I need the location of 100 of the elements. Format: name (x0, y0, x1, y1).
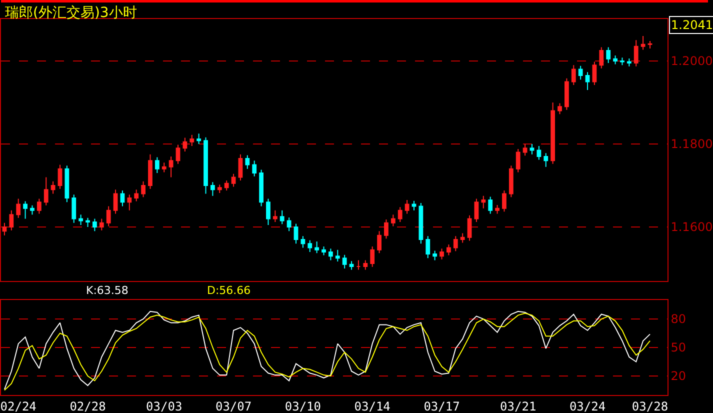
candlestick (370, 246, 375, 268)
x-tick-label: 02/24 (0, 399, 36, 413)
candlestick (2, 222, 7, 236)
candlestick (432, 250, 438, 261)
candlestick (92, 218, 97, 232)
candlestick (50, 180, 56, 194)
candlestick (99, 218, 104, 231)
candlestick (224, 180, 229, 191)
candlestick (204, 136, 208, 194)
candlestick (231, 173, 236, 188)
candlestick (238, 154, 243, 182)
candlestick (78, 214, 84, 226)
candlestick (259, 169, 264, 207)
candlestick (16, 198, 21, 218)
candlestick (252, 160, 257, 177)
candlestick (599, 46, 604, 69)
candlestick (426, 236, 430, 259)
candlestick (176, 144, 180, 164)
candlestick (516, 148, 520, 173)
candlestick (626, 58, 632, 67)
candlestick (508, 165, 514, 198)
x-tick-label: 03/14 (354, 399, 390, 413)
candlestick (634, 40, 638, 67)
y-tick-label: 1.1800 (670, 137, 713, 152)
candlestick (544, 152, 548, 168)
candlestick (36, 198, 42, 214)
candlestick (502, 190, 506, 212)
candlestick (377, 230, 382, 254)
candlestick (127, 194, 132, 211)
candlestick (9, 210, 14, 231)
candlestick (308, 240, 312, 252)
candlestick (294, 223, 298, 244)
candlestick (182, 137, 188, 152)
candlestick (314, 241, 320, 254)
candlestick (648, 40, 652, 49)
candlestick (412, 200, 416, 211)
candlestick (168, 156, 174, 178)
candlestick (481, 195, 486, 209)
candlestick (300, 236, 306, 248)
candlestick (550, 102, 556, 164)
candlestick (44, 176, 48, 206)
y-tick-label: 50 (670, 340, 686, 355)
candlestick (564, 78, 569, 110)
y-tick-label: 1.1600 (670, 220, 713, 234)
candlestick (384, 219, 388, 240)
candlestick (162, 162, 166, 173)
candlestick (141, 180, 146, 198)
candlestick (280, 210, 284, 225)
y-tick-label: 1.2000 (670, 54, 713, 68)
candlestick (495, 204, 500, 214)
candlestick (245, 154, 250, 170)
candlestick (134, 189, 139, 202)
candlestick (620, 57, 624, 66)
candlestick (398, 206, 402, 223)
candlestick (440, 248, 444, 260)
candlestick (418, 202, 424, 244)
candlestick (536, 146, 542, 160)
y-tick-label: 80 (670, 312, 686, 326)
x-tick-label: 02/28 (70, 399, 106, 413)
candlestick (120, 190, 125, 207)
candlestick (266, 198, 270, 226)
x-tick-label: 03/03 (146, 399, 182, 413)
text: K:63.58 (86, 284, 128, 297)
candlestick (154, 156, 160, 174)
candlestick (196, 133, 202, 144)
candlestick (453, 236, 458, 252)
candlestick (58, 164, 62, 190)
x-tick-label: 03/10 (284, 399, 322, 413)
candlestick (446, 244, 451, 256)
candlestick (558, 102, 562, 115)
candlestick (322, 246, 326, 256)
candlestick (286, 216, 292, 232)
candlestick (113, 189, 118, 214)
x-tick-label: 03/07 (215, 399, 252, 413)
candlestick (342, 254, 347, 270)
candlestick (585, 72, 590, 90)
candlestick (335, 249, 340, 262)
candlestick (210, 182, 215, 196)
x-tick-label: 03/21 (500, 399, 536, 413)
candlestick (404, 200, 410, 214)
candlestick (592, 61, 597, 86)
candlestick (363, 260, 368, 270)
candlestick (86, 217, 90, 228)
candlestick (640, 36, 646, 50)
x-tick-label: 03/24 (569, 399, 606, 413)
candlestick (217, 184, 222, 194)
candlestick (390, 214, 396, 227)
candlestick (328, 248, 333, 261)
candlestick (190, 134, 194, 147)
candlestick (467, 214, 472, 242)
candlestick (148, 154, 152, 190)
candlestick (460, 232, 465, 244)
x-tick-label: 03/28 (632, 399, 668, 413)
candlestick (606, 46, 611, 64)
x-tick-label: 03/17 (424, 399, 460, 413)
y-tick-label: 20 (670, 369, 686, 384)
series-label: D:56.66 (207, 284, 251, 297)
candlestick (72, 194, 76, 224)
candlestick (613, 55, 618, 65)
candlestick (272, 210, 278, 223)
